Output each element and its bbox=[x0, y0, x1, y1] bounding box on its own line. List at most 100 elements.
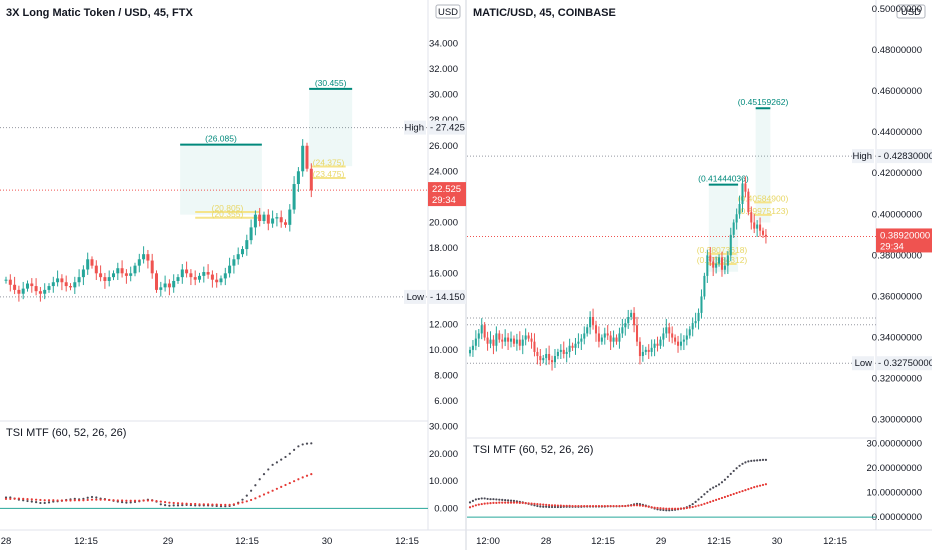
tsi-signal-point bbox=[258, 495, 261, 498]
tsi-point bbox=[30, 500, 33, 503]
candle-body bbox=[258, 214, 262, 222]
candle-body bbox=[530, 338, 533, 342]
tsi-point bbox=[241, 498, 244, 501]
tsi-signal-point bbox=[723, 495, 727, 499]
candle-body bbox=[154, 273, 159, 290]
tsi-signal-point bbox=[565, 504, 568, 507]
tsi-signal-point bbox=[606, 504, 609, 508]
candle-body bbox=[288, 209, 292, 225]
candle-body bbox=[206, 272, 210, 275]
tsi-point bbox=[694, 500, 697, 503]
candle-body bbox=[709, 255, 712, 262]
tsi-signal-point bbox=[172, 501, 175, 505]
tsi-signal-point bbox=[301, 476, 304, 479]
tsi-signal-point bbox=[224, 503, 227, 506]
x-tick-label: 12:00 bbox=[476, 536, 500, 547]
tsi-point bbox=[301, 443, 304, 446]
tsi-signal-point bbox=[627, 504, 630, 507]
candle-body bbox=[644, 349, 647, 352]
high-tag-box bbox=[404, 120, 426, 135]
candle-body bbox=[492, 339, 495, 346]
tsi-point bbox=[293, 448, 296, 451]
tsi-signal-point bbox=[635, 504, 639, 507]
chart-panel-left[interactable]: 3X Long Matic Token / USD, 45, FTX USD 34.… bbox=[0, 0, 484, 547]
candle-body bbox=[700, 296, 703, 313]
tsi-signal-point bbox=[17, 497, 20, 500]
high-tag-label: High bbox=[404, 123, 424, 134]
tsi-signal-point bbox=[69, 499, 72, 502]
tsi-signal-point bbox=[548, 503, 551, 507]
tsi-point bbox=[43, 501, 46, 505]
tsi-signal-point bbox=[638, 504, 642, 507]
y-tick-label: 32.000 bbox=[429, 64, 458, 75]
tsi-title: TSI MTF (60, 52, 26, 26) bbox=[473, 444, 593, 456]
y-tick-label: 0.50000000 bbox=[872, 4, 922, 15]
tsi-signal-point bbox=[151, 499, 154, 502]
tsi-title: TSI MTF (60, 52, 26, 26) bbox=[6, 427, 126, 439]
tsi-point bbox=[176, 504, 180, 507]
candle-body bbox=[507, 337, 510, 342]
tsi-point bbox=[489, 498, 492, 501]
tsi-point bbox=[691, 502, 694, 506]
tsi-signal-point bbox=[495, 501, 498, 504]
tsi-point bbox=[288, 452, 291, 455]
candle-body bbox=[249, 227, 253, 241]
tsi-y-tick-label: 30.00000000 bbox=[867, 438, 922, 449]
tsi-signal-point bbox=[142, 499, 145, 502]
candle-body bbox=[21, 288, 25, 294]
tsi-signal-point bbox=[682, 507, 685, 510]
tsi-signal-point bbox=[688, 506, 691, 509]
candle-body bbox=[659, 339, 662, 346]
tsi-signal-point bbox=[706, 501, 709, 504]
candle-body bbox=[86, 259, 90, 270]
tsi-point bbox=[471, 499, 475, 502]
tsi-signal-point bbox=[653, 506, 656, 509]
tsi-point bbox=[90, 495, 94, 499]
candle-body bbox=[536, 351, 539, 357]
candle-body bbox=[477, 333, 480, 339]
candle-body bbox=[539, 356, 542, 361]
tsi-point bbox=[267, 468, 270, 471]
projection-box bbox=[309, 88, 353, 167]
candle-body bbox=[568, 345, 571, 352]
candle-body bbox=[586, 327, 589, 334]
candle-body bbox=[723, 265, 726, 270]
tsi-signal-point bbox=[562, 504, 565, 507]
tsi-signal-point bbox=[103, 498, 106, 501]
candle-body bbox=[236, 254, 240, 260]
candle-body bbox=[146, 254, 150, 261]
low-tag-value: - 0.32750000 bbox=[878, 358, 932, 369]
tsi-point bbox=[86, 496, 89, 499]
tsi-signal-point bbox=[138, 499, 141, 502]
tsi-signal-point bbox=[176, 502, 180, 505]
tsi-signal-point bbox=[515, 501, 518, 504]
tsi-signal-point bbox=[86, 498, 89, 502]
y-tick-label: 0.38000000 bbox=[872, 250, 922, 261]
countdown-value: 29:34 bbox=[880, 241, 904, 252]
tsi-signal-point bbox=[504, 501, 507, 504]
candle-body bbox=[685, 335, 688, 340]
candle-body bbox=[691, 323, 694, 330]
tsi-signal-point bbox=[293, 480, 296, 483]
candle-body bbox=[627, 317, 630, 324]
tsi-signal-point bbox=[310, 472, 313, 476]
tsi-signal-point bbox=[52, 499, 55, 502]
x-tick-label: 12:15 bbox=[707, 536, 731, 547]
candle-body bbox=[240, 249, 245, 255]
candle-body bbox=[159, 287, 163, 290]
tsi-signal-point bbox=[679, 507, 683, 510]
candle-body bbox=[124, 273, 128, 276]
tsi-signal-point bbox=[254, 497, 257, 500]
x-tick-label: 12:15 bbox=[74, 536, 98, 547]
low-tag-label: Low bbox=[855, 358, 873, 369]
candle-body bbox=[223, 273, 227, 279]
candle-body bbox=[43, 289, 47, 294]
candle-body bbox=[720, 257, 724, 270]
tsi-point bbox=[732, 469, 735, 473]
candle-body bbox=[275, 217, 279, 219]
tsi-signal-point bbox=[164, 501, 167, 504]
candle-body bbox=[309, 168, 313, 191]
y-tick-label: 0.32000000 bbox=[872, 374, 922, 385]
